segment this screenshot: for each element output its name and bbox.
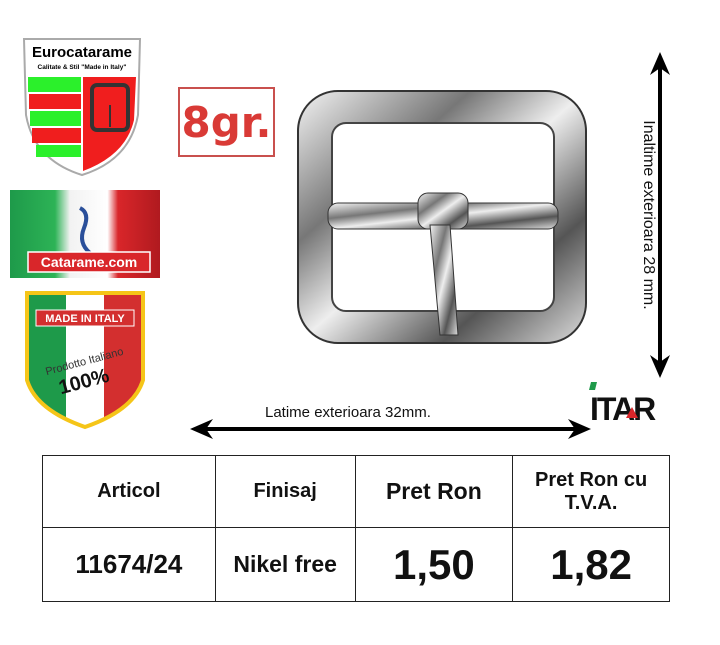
svg-text:Calitate & Stil "Made in Italy: Calitate & Stil "Made in Italy"	[38, 64, 127, 71]
cell-pret-tva: 1,82	[512, 527, 670, 602]
catarame-com-logo: Catarame.com	[10, 190, 160, 278]
header-articol: Articol	[42, 455, 216, 528]
table-row: 11674/24 Nikel free 1,50 1,82	[42, 527, 670, 602]
svg-text:MADE IN ITALY: MADE IN ITALY	[45, 313, 125, 325]
header-finisaj: Finisaj	[214, 455, 356, 528]
header-pret-ron: Pret Ron	[354, 455, 514, 528]
itar-logo: ITAR	[589, 382, 658, 424]
svg-text:Catarame.com: Catarame.com	[41, 254, 138, 270]
width-label: Latime exterioara 32mm.	[265, 404, 431, 421]
cell-finisaj: Nikel free	[214, 527, 356, 602]
weight-badge: 8gr.	[178, 87, 275, 157]
cell-articol: 11674/24	[42, 527, 216, 602]
height-label: Inaltime exterioara 28 mm.	[640, 120, 657, 310]
header-pret-tva: Pret Ron cu T.V.A.	[512, 455, 670, 528]
cell-pret-ron: 1,50	[354, 527, 514, 602]
buckle-image	[297, 90, 587, 344]
table-header-row: Articol Finisaj Pret Ron Pret Ron cu T.V…	[42, 455, 670, 528]
svg-text:Eurocatarame: Eurocatarame	[32, 44, 132, 61]
height-arrow	[650, 52, 670, 378]
svg-text:ITAR: ITAR	[590, 391, 656, 424]
made-in-italy-badge: MADE IN ITALY Prodotto Italiano 100%	[25, 291, 145, 430]
eurocatarame-logo: Eurocatarame Calitate & Stil "Made in It…	[22, 38, 142, 177]
width-arrow	[190, 419, 591, 439]
price-table: Articol Finisaj Pret Ron Pret Ron cu T.V…	[42, 455, 670, 602]
